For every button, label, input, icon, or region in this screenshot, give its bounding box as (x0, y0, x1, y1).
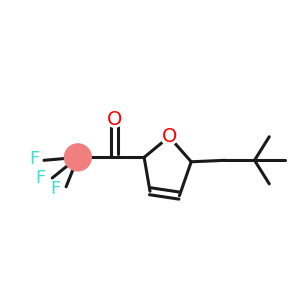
Text: F: F (35, 169, 46, 187)
Circle shape (106, 111, 123, 127)
Text: O: O (107, 110, 122, 129)
Text: F: F (29, 150, 40, 168)
Text: F: F (50, 180, 60, 198)
Circle shape (64, 143, 92, 172)
Text: O: O (161, 127, 177, 146)
Circle shape (161, 128, 177, 145)
